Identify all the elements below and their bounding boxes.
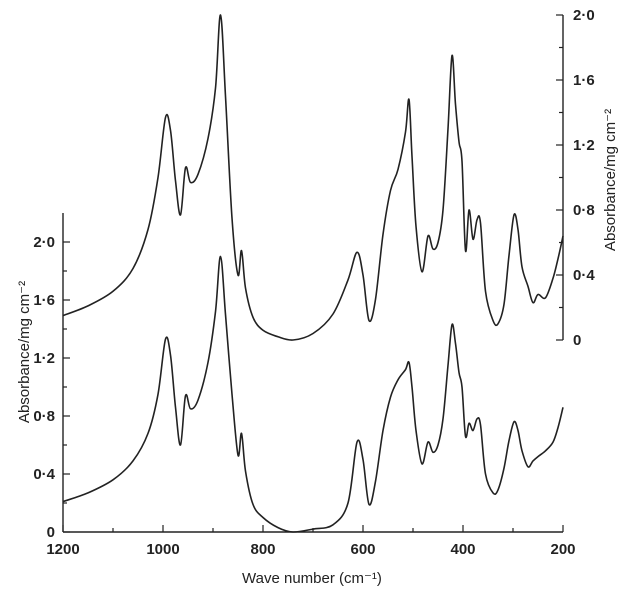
left-y-tick-label: 0 — [47, 524, 55, 541]
lower-spectrum-line — [62, 255, 564, 533]
right-y-tick-label: 1·6 — [573, 72, 595, 89]
spectra — [62, 14, 564, 533]
x-axis-title: Wave number (cm⁻¹) — [242, 570, 382, 587]
x-tick-label: 1200 — [46, 541, 79, 558]
x-tick-label: 400 — [450, 541, 475, 558]
left-y-tick-label: 0·8 — [33, 408, 55, 425]
left-y-tick-label: 1·2 — [33, 350, 55, 367]
right-y-tick-label: 2·0 — [573, 7, 595, 24]
x-tick-label: 600 — [350, 541, 375, 558]
left-y-tick-label: 0·4 — [33, 466, 55, 483]
x-tick-label: 1000 — [146, 541, 179, 558]
x-tick-label: 800 — [250, 541, 275, 558]
right-y-tick-label: 0·4 — [573, 267, 595, 284]
tick-labels: 1200 1000 800 600 400 200 0 0·4 0·8 1·2 1·6 2·0 0 0·4… — [33, 7, 595, 558]
upper-spectrum-line — [62, 14, 564, 341]
left-y-tick-label: 1·6 — [33, 292, 55, 309]
right-y-axis-title: Absorbance/mg cm⁻² — [602, 109, 619, 251]
right-y-tick-label: 1·2 — [573, 137, 595, 154]
right-y-tick-label: 0 — [573, 332, 581, 349]
right-y-tick-label: 0·8 — [573, 202, 595, 219]
left-y-axis-title: Absorbance/mg cm⁻² — [16, 281, 33, 423]
x-tick-label: 200 — [550, 541, 575, 558]
tick-marks — [62, 14, 564, 533]
left-y-tick-label: 2·0 — [33, 234, 55, 251]
